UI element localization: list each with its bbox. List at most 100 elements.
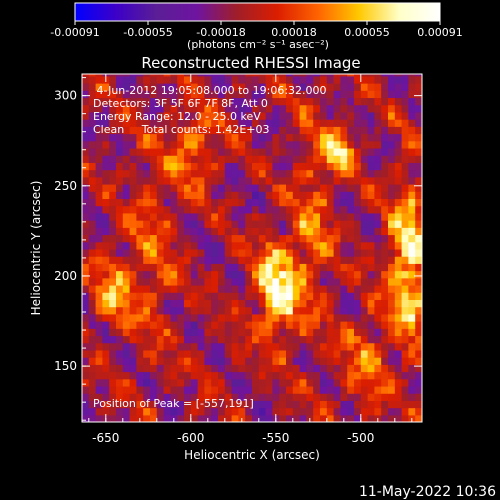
heatmap-pixel <box>340 364 348 373</box>
heatmap-pixel <box>197 328 205 337</box>
heatmap-pixel <box>95 299 103 308</box>
heatmap-pixel <box>88 357 97 365</box>
heatmap-pixel <box>245 263 253 272</box>
heatmap-pixel <box>401 126 409 135</box>
heatmap-pixel <box>204 256 212 264</box>
heatmap-pixel <box>381 248 389 257</box>
heatmap-pixel <box>415 133 422 142</box>
heatmap-pixel <box>347 104 355 113</box>
heatmap-pixel <box>143 205 151 214</box>
heatmap-pixel <box>211 299 219 308</box>
heatmap-pixel <box>388 378 396 387</box>
heatmap-pixel <box>354 248 362 257</box>
heatmap-pixel <box>401 385 409 394</box>
heatmap-pixel <box>265 400 273 409</box>
heatmap-pixel <box>401 349 409 358</box>
heatmap-pixel <box>197 97 205 106</box>
heatmap-pixel <box>299 378 307 387</box>
heatmap-pixel <box>381 198 389 207</box>
heatmap-pixel <box>340 227 348 236</box>
heatmap-pixel <box>224 299 233 308</box>
heatmap-pixel <box>190 414 199 422</box>
heatmap-pixel <box>313 75 321 84</box>
heatmap-pixel <box>394 75 403 84</box>
heatmap-pixel <box>252 191 260 200</box>
heatmap-pixel <box>218 357 226 365</box>
heatmap-pixel <box>388 306 396 315</box>
heatmap-pixel <box>211 241 219 250</box>
heatmap-pixel <box>252 299 260 308</box>
heatmap-pixel <box>381 191 389 200</box>
heatmap-pixel <box>320 400 328 409</box>
heatmap-pixel <box>286 277 294 286</box>
heatmap-pixel <box>320 227 328 236</box>
heatmap-pixel <box>129 371 137 380</box>
heatmap-pixel <box>102 104 110 113</box>
heatmap-pixel <box>102 328 110 337</box>
heatmap-pixel <box>388 357 396 365</box>
heatmap-pixel <box>88 90 97 99</box>
heatmap-pixel <box>143 364 151 373</box>
heatmap-pixel <box>109 313 117 322</box>
heatmap-pixel <box>231 205 239 214</box>
heatmap-pixel <box>374 191 382 200</box>
heatmap-pixel <box>156 364 165 373</box>
heatmap-pixel <box>102 248 110 257</box>
heatmap-pixel <box>292 90 301 99</box>
heatmap-pixel <box>252 147 260 156</box>
heatmap-pixel <box>143 414 151 422</box>
heatmap-pixel <box>340 248 348 257</box>
heatmap-pixel <box>401 284 409 293</box>
heatmap-pixel <box>313 133 321 142</box>
heatmap-pixel <box>279 205 287 214</box>
heatmap-pixel <box>150 191 158 200</box>
heatmap-pixel <box>122 248 131 257</box>
heatmap-pixel <box>190 371 199 380</box>
heatmap-pixel <box>170 220 178 228</box>
heatmap-pixel <box>286 270 294 279</box>
heatmap-pixel <box>252 393 260 401</box>
heatmap-pixel <box>190 342 199 351</box>
heatmap-pixel <box>129 256 137 264</box>
heatmap-pixel <box>224 328 233 337</box>
heatmap-pixel <box>197 414 205 422</box>
heatmap-pixel <box>333 140 341 149</box>
heatmap-pixel <box>163 75 171 84</box>
heatmap-pixel <box>163 284 171 293</box>
heatmap-pixel <box>177 284 185 293</box>
heatmap-pixel <box>394 234 403 243</box>
heatmap-pixel <box>224 277 233 286</box>
heatmap-pixel <box>82 75 90 84</box>
heatmap-pixel <box>163 198 171 207</box>
heatmap-pixel <box>150 104 158 113</box>
heatmap-pixel <box>136 198 144 207</box>
heatmap-pixel <box>333 241 341 250</box>
heatmap-pixel <box>218 90 226 99</box>
heatmap-pixel <box>95 328 103 337</box>
heatmap-pixel <box>272 306 280 315</box>
heatmap-pixel <box>360 414 369 422</box>
heatmap-pixel <box>95 205 103 214</box>
heatmap-pixel <box>143 111 151 120</box>
heatmap-pixel <box>292 205 301 214</box>
heatmap-pixel <box>88 328 97 337</box>
heatmap-pixel <box>224 227 233 236</box>
heatmap-pixel <box>326 393 335 401</box>
heatmap-pixel <box>401 357 409 365</box>
heatmap-pixel <box>95 119 103 127</box>
heatmap-pixel <box>231 119 239 127</box>
heatmap-pixel <box>279 104 287 113</box>
heatmap-pixel <box>374 111 382 120</box>
heatmap-pixel <box>286 292 294 300</box>
heatmap-pixel <box>401 378 409 387</box>
heatmap-pixel <box>326 74 335 77</box>
heatmap-pixel <box>360 205 369 214</box>
heatmap-pixel <box>129 270 137 279</box>
heatmap-pixel <box>299 220 307 228</box>
heatmap-pixel <box>354 74 362 77</box>
heatmap-pixel <box>204 191 212 200</box>
heatmap-pixel <box>218 364 226 373</box>
heatmap-pixel <box>333 270 341 279</box>
heatmap-pixel <box>238 306 246 315</box>
